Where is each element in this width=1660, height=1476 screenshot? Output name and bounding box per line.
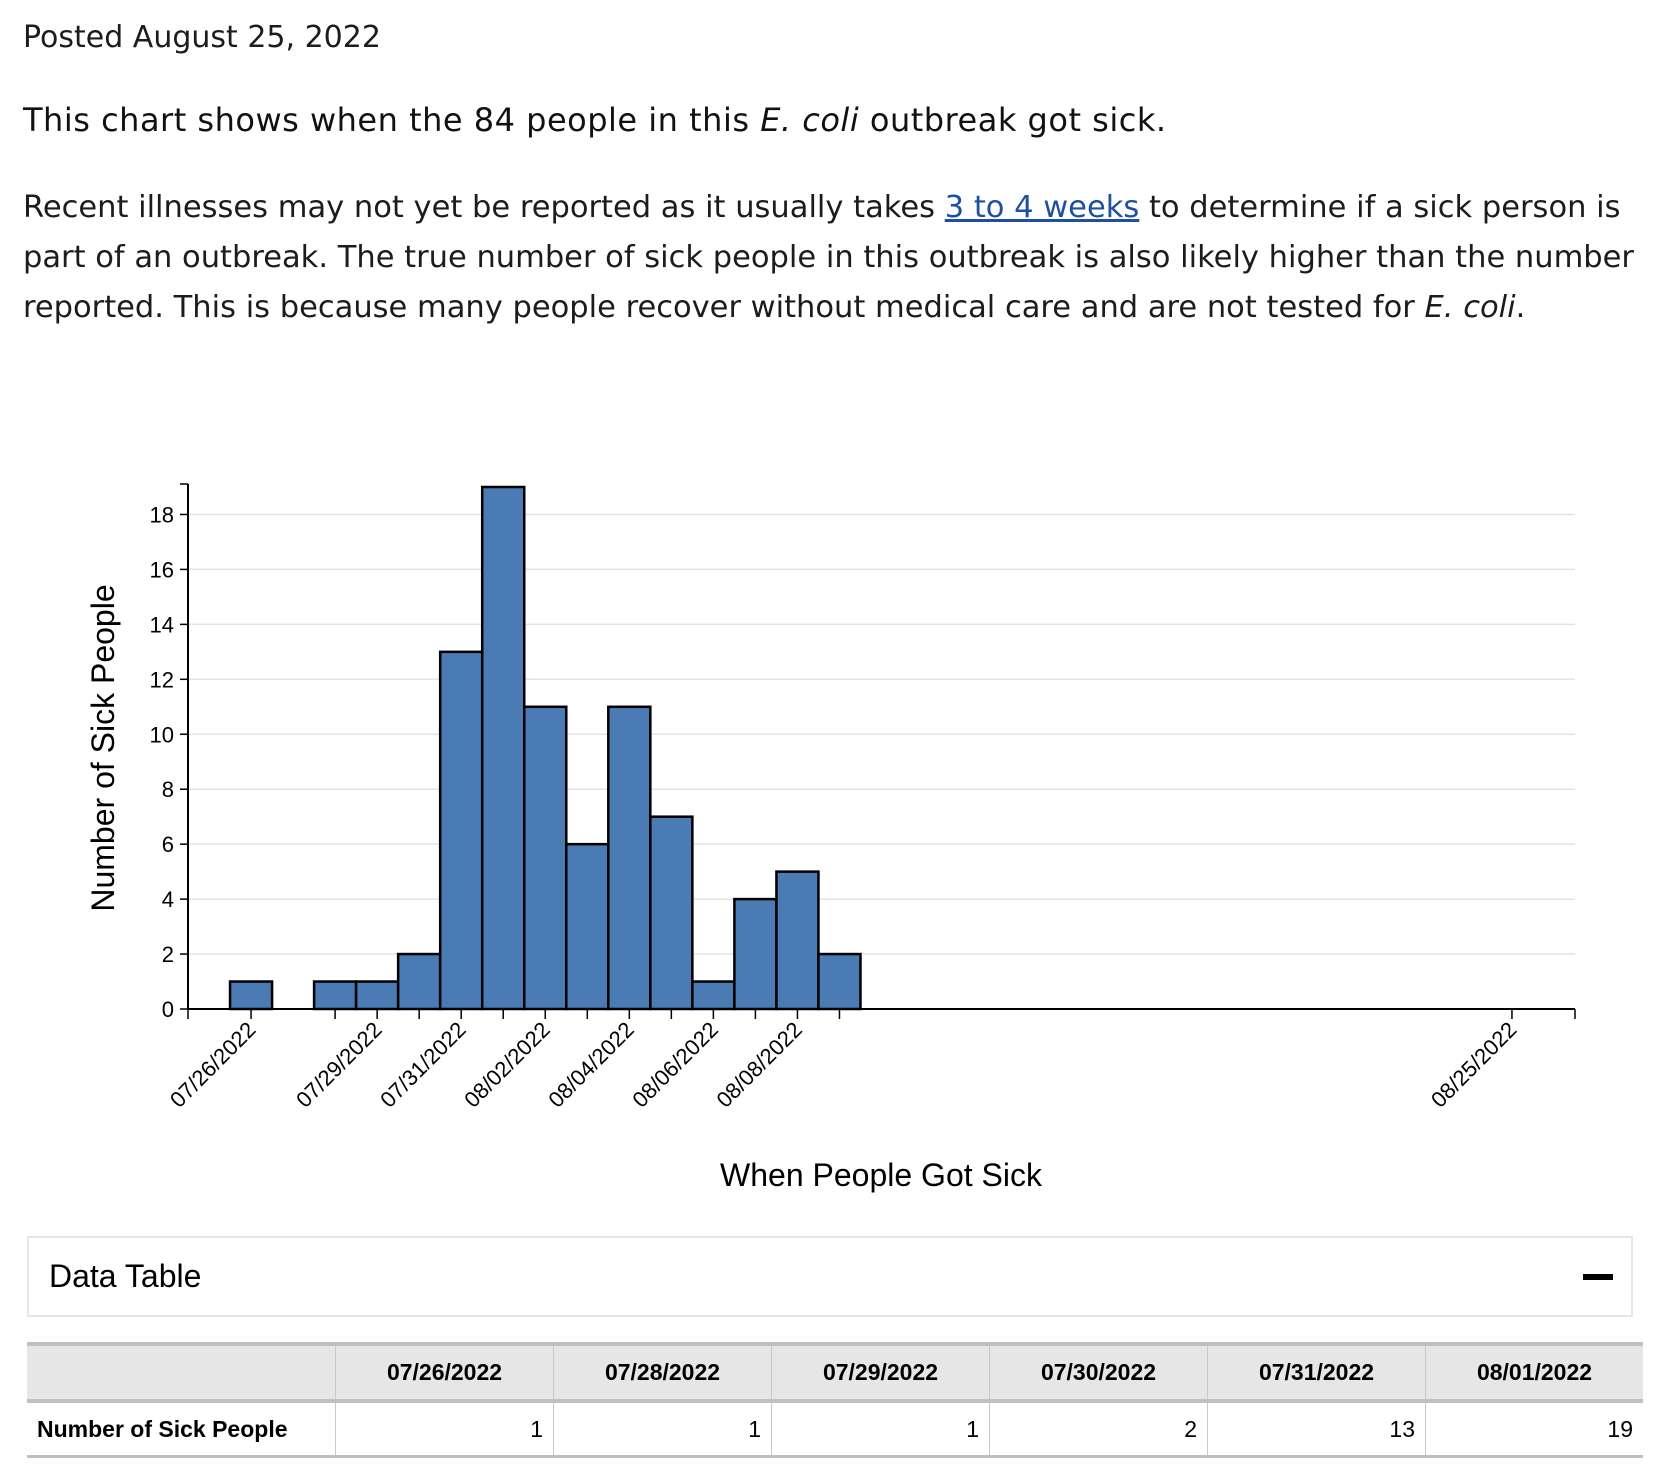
para-text-2: to determine if a sick person is part of… (23, 190, 1634, 325)
bar (228, 980, 274, 1011)
weeks-link[interactable]: 3 to 4 weeks (944, 190, 1140, 225)
y-tick-label: 12 (150, 667, 174, 692)
table-cell: 2 (989, 1401, 1208, 1458)
heading-italic: E. coli (760, 101, 860, 139)
table-cell: 1 (335, 1401, 554, 1458)
row-label: Number of Sick People (27, 1401, 336, 1458)
y-tick-label: 4 (162, 887, 174, 912)
bar (817, 952, 862, 1011)
column-header: 07/26/2022 (335, 1342, 554, 1403)
x-tick-label: 07/29/2022 (291, 1017, 387, 1113)
x-tick-label: 08/06/2022 (627, 1017, 723, 1113)
bar (691, 980, 736, 1011)
para-text: Recent illnesses may not yet be reported… (23, 190, 945, 225)
y-tick-label: 2 (162, 942, 174, 967)
bar (354, 980, 400, 1011)
x-tick-label: 08/08/2022 (711, 1017, 807, 1113)
x-tick-label: 08/25/2022 (1426, 1017, 1522, 1113)
y-tick-label: 14 (150, 612, 174, 637)
bar (565, 842, 610, 1011)
posted-date: Posted August 25, 2022 (23, 20, 381, 55)
minus-icon[interactable] (1583, 1274, 1613, 1280)
column-header: 07/29/2022 (771, 1342, 990, 1403)
column-header: 07/31/2022 (1207, 1342, 1426, 1403)
y-tick-label: 18 (150, 502, 174, 527)
bar (607, 705, 652, 1011)
description-paragraph: Recent illnesses may not yet be reported… (23, 183, 1643, 333)
y-tick-label: 10 (150, 722, 174, 747)
x-tick-label: 07/26/2022 (165, 1017, 261, 1113)
table-cell: 19 (1425, 1401, 1643, 1458)
column-header: 08/01/2022 (1425, 1342, 1643, 1403)
y-tick-label: 16 (150, 557, 174, 582)
para-italic: E. coli (1424, 290, 1516, 325)
data-table-toggle-bar[interactable]: Data Table (27, 1236, 1633, 1317)
table-corner (27, 1342, 336, 1403)
bar (649, 815, 694, 1011)
y-tick-label: 6 (162, 832, 174, 857)
table-cell: 1 (553, 1401, 772, 1458)
table-cell: 1 (771, 1401, 990, 1458)
bar (775, 870, 820, 1011)
bar (733, 897, 778, 1011)
para-text-3: . (1515, 290, 1526, 325)
table-row: Number of Sick People 1 1 1 2 13 19 (27, 1401, 1643, 1458)
x-tick-label: 07/31/2022 (375, 1017, 471, 1113)
bar (480, 485, 526, 1011)
table-cell: 13 (1207, 1401, 1426, 1458)
chart-heading: This chart shows when the 84 people in t… (23, 101, 1167, 139)
bar (438, 650, 484, 1011)
epi-curve-chart: 0 2 4 6 8 10 12 14 16 18 07/26/2022 07/29/202207/31… (85, 483, 1576, 1193)
heading-text-end: outbreak got sick. (859, 101, 1167, 139)
x-tick-label: 08/02/2022 (459, 1017, 555, 1113)
y-tick-label: 8 (162, 777, 174, 802)
column-header: 07/28/2022 (553, 1342, 772, 1403)
bar (396, 952, 442, 1011)
x-tick-label: 08/04/2022 (543, 1017, 639, 1113)
y-tick-label: 0 (162, 997, 174, 1022)
bar (312, 980, 358, 1011)
x-axis-title: When People Got Sick (720, 1157, 1043, 1193)
data-table: 07/26/2022 07/28/2022 07/29/2022 07/30/2022… (27, 1342, 1643, 1458)
bar (522, 705, 568, 1011)
y-axis-title: Number of Sick People (85, 584, 121, 911)
heading-text: This chart shows when the 84 people in t… (23, 101, 761, 139)
column-header: 07/30/2022 (989, 1342, 1208, 1403)
data-table-title: Data Table (49, 1258, 202, 1294)
